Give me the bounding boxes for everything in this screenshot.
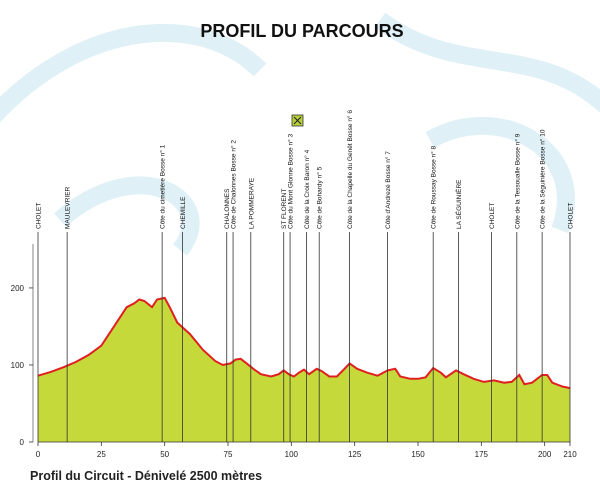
marker-label: Côte de Bohardy n° 5	[316, 166, 324, 229]
swirl	[54, 176, 200, 256]
y-tick-label: 200	[11, 284, 25, 293]
y-tick-label: 100	[11, 361, 25, 370]
marker-label: Côte de la Chapelle du Genêt Bosse n° 6	[346, 110, 354, 229]
x-tick-label: 125	[348, 450, 362, 459]
chart-subtitle: Profil du Circuit - Dénivelé 2500 mètres	[30, 469, 262, 483]
marker-label: ST FLORENT	[281, 189, 288, 229]
marker-label: Côte de Roussay Bosse n° 8	[430, 145, 438, 229]
marker-label: CHALONNES	[224, 188, 231, 229]
profile-line	[37, 296, 571, 390]
marker-label: Côte de la Croix Baron n° 4	[303, 149, 311, 229]
marker-label: CHOLET	[489, 203, 496, 229]
chart-title: PROFIL DU PARCOURS	[200, 21, 403, 41]
x-tick-label: 100	[285, 450, 299, 459]
marker-label: CHOLET	[568, 203, 575, 229]
swirl	[425, 116, 575, 234]
marker-label: Côte d'Andrezé Bosse n° 7	[384, 151, 392, 229]
marker-label: Côte du cimetière Bosse n° 1	[159, 144, 167, 229]
background-swirls	[0, 12, 600, 256]
marker-label: LA POMMERAYE	[248, 177, 255, 229]
x-tick-label: 0	[36, 450, 41, 459]
marker-label: Côte de Chalonnes Bosse n° 2	[230, 140, 238, 229]
x-tick-label: 75	[224, 450, 233, 459]
y-tick-label: 0	[20, 438, 25, 447]
marker-label: Côte de la Séguinière Bosse n° 10	[539, 129, 547, 229]
swirl	[374, 12, 600, 114]
x-tick-label: 175	[475, 450, 489, 459]
x-tick-label: 200	[538, 450, 552, 459]
marker-label: LA SÉGUINIÈRE	[454, 179, 463, 229]
x-tick-label: 210	[563, 450, 577, 459]
marker-label: MAULEVRIER	[65, 186, 72, 229]
x-tick-label: 150	[411, 450, 425, 459]
marker-label: Côte de la Tessoualle Bosse n° 9	[513, 133, 521, 229]
swirl	[0, 23, 267, 123]
x-tick-label: 25	[97, 450, 106, 459]
marker-label: Côte du Mont Glonne Bosse n° 3	[287, 134, 295, 229]
feed-zone-cross	[293, 116, 302, 125]
marker-label: CHEMILLE	[180, 196, 187, 229]
marker-label: CHOLET	[36, 203, 43, 229]
x-tick-label: 50	[160, 450, 169, 459]
